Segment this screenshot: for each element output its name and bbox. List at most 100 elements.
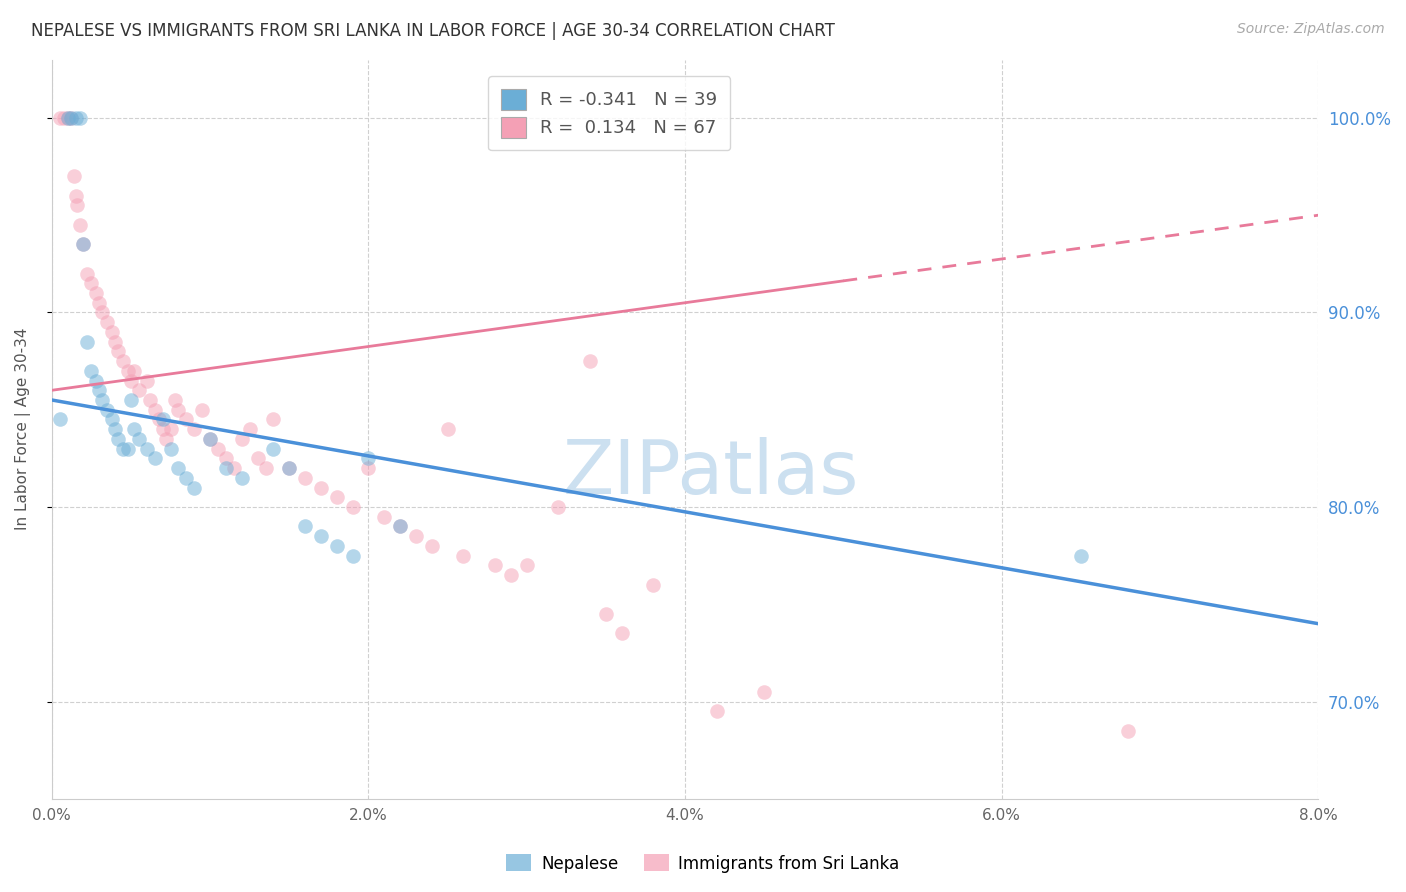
Point [167, 402, 190, 417]
Point [128, 432, 150, 446]
Point [59, 111, 82, 125]
Point [96, 315, 118, 329]
Point [48, 412, 70, 426]
Point [65, 188, 87, 202]
Point [373, 509, 395, 524]
Point [122, 422, 145, 436]
Point [53, 111, 76, 125]
Point [326, 490, 349, 504]
Point [499, 568, 522, 582]
Point [254, 461, 277, 475]
Point [357, 451, 380, 466]
Point [231, 432, 253, 446]
Point [76, 334, 98, 349]
Point [96, 402, 118, 417]
Point [80, 277, 103, 291]
Point [262, 442, 284, 456]
Point [484, 558, 506, 573]
Point [112, 354, 135, 368]
Point [148, 412, 170, 426]
Point [342, 500, 364, 514]
Point [120, 374, 142, 388]
Point [128, 384, 150, 398]
Point [104, 422, 127, 436]
Point [89, 295, 111, 310]
Point [165, 392, 187, 407]
Point [65, 111, 87, 125]
Point [246, 451, 269, 466]
Point [1070, 549, 1092, 563]
Y-axis label: In Labor Force | Age 30-34: In Labor Force | Age 30-34 [15, 328, 31, 531]
Point [101, 412, 124, 426]
Point [56, 111, 79, 125]
Point [84, 374, 107, 388]
Point [278, 461, 301, 475]
Point [357, 461, 380, 475]
Point [294, 519, 316, 533]
Point [143, 451, 166, 466]
Point [231, 471, 253, 485]
Point [706, 704, 728, 718]
Point [516, 558, 538, 573]
Point [69, 218, 91, 232]
Point [152, 422, 174, 436]
Point [139, 392, 162, 407]
Point [84, 285, 107, 300]
Text: ZIPatlas: ZIPatlas [562, 437, 859, 510]
Point [167, 461, 190, 475]
Point [107, 344, 129, 359]
Point [389, 519, 412, 533]
Point [215, 461, 238, 475]
Point [117, 442, 139, 456]
Point [91, 392, 114, 407]
Point [66, 198, 89, 212]
Point [117, 364, 139, 378]
Point [262, 412, 284, 426]
Point [101, 325, 124, 339]
Point [56, 111, 79, 125]
Point [152, 412, 174, 426]
Point [48, 111, 70, 125]
Point [72, 237, 94, 252]
Point [112, 442, 135, 456]
Point [159, 422, 181, 436]
Point [207, 442, 229, 456]
Point [63, 169, 86, 184]
Point [183, 422, 205, 436]
Point [453, 549, 475, 563]
Point [389, 519, 412, 533]
Point [59, 111, 82, 125]
Point [754, 685, 776, 699]
Point [176, 471, 198, 485]
Point [342, 549, 364, 563]
Text: NEPALESE VS IMMIGRANTS FROM SRI LANKA IN LABOR FORCE | AGE 30-34 CORRELATION CHA: NEPALESE VS IMMIGRANTS FROM SRI LANKA IN… [31, 22, 835, 40]
Point [143, 402, 166, 417]
Point [191, 402, 214, 417]
Point [183, 481, 205, 495]
Point [135, 442, 157, 456]
Point [135, 374, 157, 388]
Legend: R = -0.341   N = 39, R =  0.134   N = 67: R = -0.341 N = 39, R = 0.134 N = 67 [488, 76, 730, 150]
Point [76, 267, 98, 281]
Point [91, 305, 114, 319]
Point [104, 334, 127, 349]
Point [547, 500, 569, 514]
Point [326, 539, 349, 553]
Point [579, 354, 602, 368]
Text: Source: ZipAtlas.com: Source: ZipAtlas.com [1237, 22, 1385, 37]
Point [155, 432, 177, 446]
Point [89, 384, 111, 398]
Point [215, 451, 238, 466]
Point [176, 412, 198, 426]
Point [159, 442, 181, 456]
Point [69, 111, 91, 125]
Point [80, 364, 103, 378]
Point [198, 432, 221, 446]
Point [595, 607, 617, 621]
Point [309, 529, 332, 543]
Point [1116, 723, 1139, 738]
Point [294, 471, 316, 485]
Point [239, 422, 262, 436]
Point [122, 364, 145, 378]
Point [72, 237, 94, 252]
